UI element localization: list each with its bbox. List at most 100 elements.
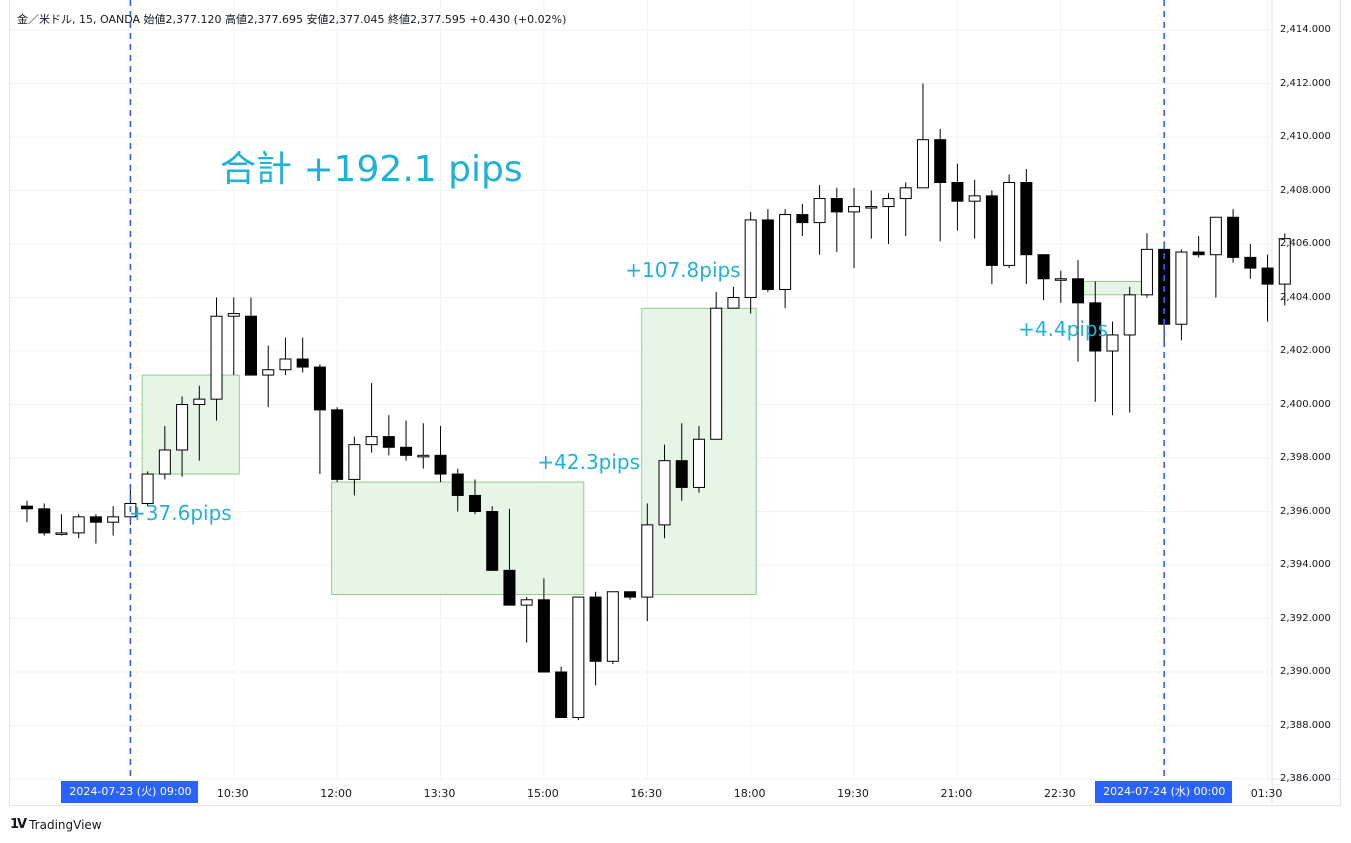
y-tick-label: 2,404.000 (1280, 291, 1331, 303)
x-tick-label: 18:00 (733, 787, 766, 800)
y-tick-label: 2,396.000 (1280, 505, 1331, 517)
candle-body-bear (296, 358, 309, 368)
trade-zone-rect (141, 374, 240, 475)
candle-body-bull (813, 198, 826, 224)
candle-body-bull (744, 219, 757, 298)
candle-body-bull (1140, 248, 1153, 296)
y-tick-label: 2,394.000 (1280, 559, 1331, 570)
candle-body-bull (1278, 238, 1291, 285)
candle-body-bear (382, 436, 395, 448)
candle-body-bear (1261, 267, 1274, 285)
symbol-legend: 金／米ドル, 15, OANDA 始値2,377.120 高値2,377.695… (17, 13, 567, 26)
candle-body-bear (1227, 216, 1240, 258)
candle-body-bull (1054, 278, 1067, 281)
x-tick-label: 21:00 (940, 787, 973, 800)
x-tick-label: 12:00 (320, 787, 352, 800)
y-tick-label: 2,400.000 (1280, 398, 1331, 410)
candle-body-bear (589, 596, 602, 662)
x-tick-label: 15:00 (527, 787, 559, 800)
candle-body-bear (675, 460, 688, 488)
tradingview-logo-icon: 𝟭𝗩 (10, 817, 27, 832)
candle-body-bull (158, 449, 171, 475)
candle-body-bear (313, 366, 326, 411)
candle-body-bull (848, 206, 861, 213)
candle-body-bear (537, 599, 550, 673)
candle-body-bull (279, 358, 292, 371)
candle-body-bull (658, 460, 671, 526)
candle-body-bear (624, 591, 637, 598)
candle-body-bear (451, 473, 464, 496)
candle-body-bear (244, 315, 257, 376)
candle-body-bull (365, 436, 378, 446)
candle-body-bull (572, 596, 585, 718)
y-tick-label: 2,402.000 (1280, 345, 1331, 356)
candle-body-bear (1244, 256, 1257, 269)
x-tick-label: 16:30 (630, 787, 663, 800)
candle-body-bull (72, 516, 85, 534)
candle-body-bear (934, 139, 947, 183)
candle-body-bull (1123, 294, 1136, 336)
candle-body-bull (692, 438, 705, 488)
candle-body-bull (262, 369, 275, 376)
candle-body-bull (141, 473, 154, 504)
session-line-layer (129, 0, 1165, 779)
zone-pips-label: +4.4pips (1018, 316, 1109, 341)
y-tick-label: 2,408.000 (1280, 184, 1331, 196)
candle-body-bear (761, 219, 774, 290)
x-tick-label: 10:30 (216, 787, 249, 800)
candle-body-bull (176, 404, 189, 451)
candle-body-bull (210, 315, 223, 400)
candle-body-bull (641, 524, 654, 598)
y-tick-label: 2,386.000 (1280, 773, 1331, 784)
candle-body-bear (1037, 254, 1050, 280)
candle-body-bull (882, 198, 895, 208)
x-tick-label: 22:30 (1043, 787, 1076, 800)
x-tick-label: 13:30 (423, 787, 456, 800)
candle-body-bull (727, 297, 740, 309)
candle-body-bear (503, 569, 516, 606)
candle-body-bull (348, 444, 361, 480)
x-tick-label: 19:30 (837, 787, 869, 800)
candle-body-bull (1209, 216, 1222, 256)
candle-body-bull (865, 206, 878, 209)
y-tick-label: 2,412.000 (1280, 77, 1331, 89)
chart-frame[interactable] (9, 0, 1342, 806)
candle-body-bear (434, 454, 447, 475)
candle-body-bull (968, 195, 981, 202)
candle-body-bull (227, 313, 240, 317)
y-tick-label: 2,414.000 (1280, 24, 1331, 35)
candle-body-bull (916, 139, 929, 189)
candle-body-bear (400, 446, 413, 456)
candle-body-bull (779, 214, 792, 290)
candle-body-bear (21, 505, 33, 510)
total-pips-label: 合計 +192.1 pips (220, 149, 523, 190)
tradingview-brand[interactable]: 𝟭𝗩 TradingView (10, 817, 102, 832)
y-tick-label: 2,388.000 (1280, 719, 1331, 731)
candle-body-bull (606, 591, 619, 662)
candle-body-bull (193, 398, 206, 405)
candle-body-bull (55, 532, 68, 535)
candle-body-bear (89, 516, 102, 523)
candle-body-bear (830, 198, 843, 213)
candle-body-bear (486, 511, 499, 571)
candle-body-bull (710, 307, 723, 440)
candle-body-bear (1020, 181, 1033, 256)
y-tick-label: 2,390.000 (1280, 666, 1331, 677)
zone-pips-label: +42.3pips (537, 450, 641, 475)
brand-name: TradingView (29, 817, 102, 832)
candle-body-bull (899, 187, 912, 200)
candle-body-bear (468, 494, 481, 513)
y-tick-label: 2,392.000 (1280, 612, 1331, 624)
y-tick-label: 2,410.000 (1280, 131, 1331, 142)
candle-body-bull (1175, 251, 1188, 325)
y-tick-label: 2,398.000 (1280, 452, 1331, 463)
candle-body-bull (107, 516, 120, 523)
candlestick-plot[interactable] (10, 0, 1342, 806)
x-date-highlight: 2024-07-24 (水) 00:00 (1095, 781, 1233, 803)
candle-body-bull (520, 599, 533, 606)
x-date-highlight: 2024-07-23 (火) 09:00 (61, 781, 199, 803)
zone-pips-label: +107.8pips (625, 257, 741, 282)
candle-body-bull (1003, 181, 1016, 266)
y-tick-label: 2,406.000 (1280, 238, 1331, 249)
candle-body-bear (1072, 278, 1085, 304)
